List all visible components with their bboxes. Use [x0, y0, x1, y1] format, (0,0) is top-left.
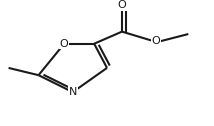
Text: O: O: [118, 0, 126, 10]
Text: N: N: [68, 87, 77, 97]
Text: O: O: [152, 36, 160, 46]
Text: O: O: [60, 39, 68, 49]
